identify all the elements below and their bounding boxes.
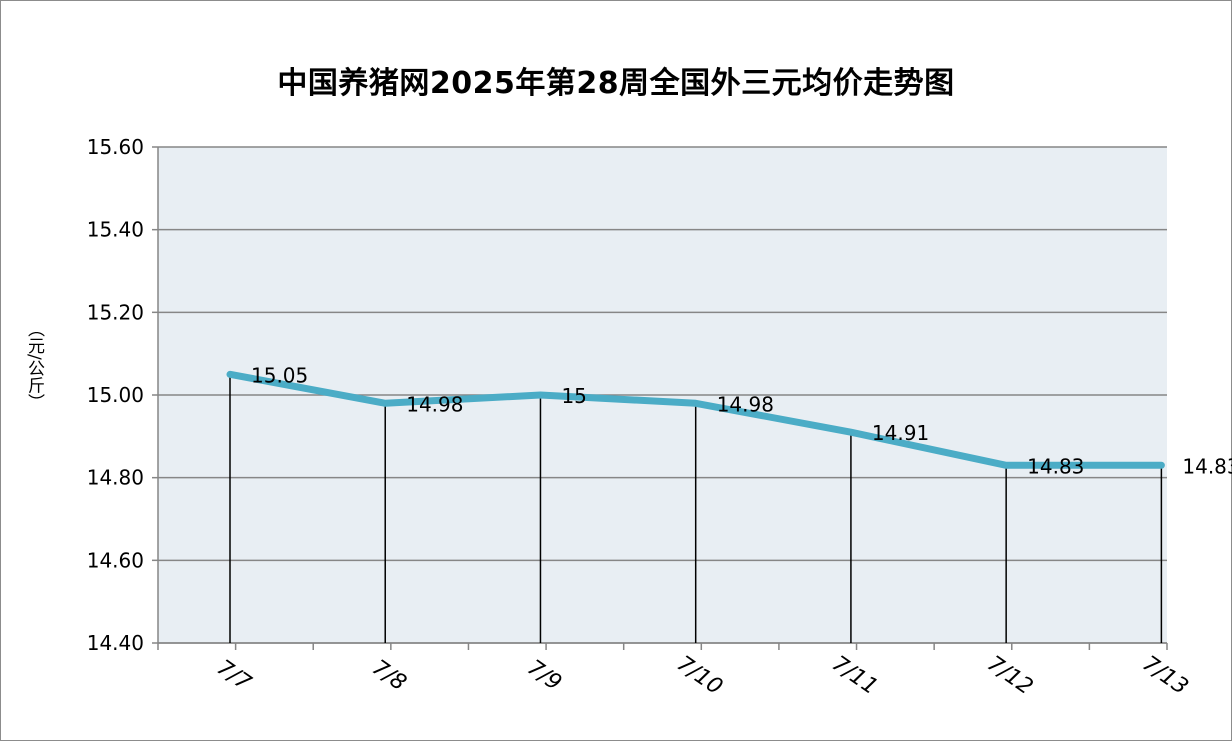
data-point — [693, 401, 698, 406]
x-category-label: 7/12 — [982, 651, 1037, 700]
data-point — [538, 393, 543, 397]
y-tick-label: 15.00 — [87, 383, 144, 407]
price-series — [226, 370, 1165, 469]
data-point — [1004, 463, 1009, 468]
x-category-label: 7/11 — [827, 651, 882, 700]
chart-title: 中国养猪网2025年第28周全国外三元均价走势图 — [277, 66, 955, 101]
data-label: 14.98 — [717, 392, 774, 416]
data-point — [228, 372, 232, 377]
x-category-label: 7/7 — [212, 655, 255, 696]
drop-lines — [229, 374, 1163, 643]
y-tick-label: 15.20 — [87, 300, 144, 324]
data-label: 15 — [561, 384, 586, 408]
x-category-label: 7/9 — [523, 655, 566, 696]
y-axis-ticks: 14.40 14.60 14.80 15.00 15.20 15.40 15.60 — [87, 135, 144, 655]
x-axis — [157, 147, 1168, 650]
x-category-label: 7/8 — [367, 655, 410, 696]
data-point — [383, 401, 388, 406]
y-axis-label: （元/公斤） — [24, 320, 44, 411]
x-category-label: 7/13 — [1138, 651, 1193, 700]
data-label: 14.83 — [1182, 454, 1232, 478]
data-label: 15.05 — [251, 363, 308, 387]
data-label: 14.91 — [872, 421, 929, 445]
data-label: 14.98 — [406, 392, 463, 416]
y-tick-label: 14.40 — [87, 631, 144, 655]
data-label: 14.83 — [1027, 454, 1084, 478]
y-tick-label: 15.40 — [87, 218, 144, 242]
data-labels: 15.05 14.98 15 14.98 14.91 14.83 14.83 — [251, 363, 1232, 478]
y-tick-label: 14.80 — [87, 466, 144, 490]
y-tick-label: 15.60 — [87, 135, 144, 159]
y-tick-label: 14.60 — [87, 548, 144, 572]
x-category-label: 7/10 — [672, 651, 727, 700]
x-axis-categories: 7/7 7/8 7/9 7/10 7/11 7/12 7/13 — [212, 651, 1192, 700]
data-point — [1159, 463, 1164, 468]
data-point — [848, 430, 853, 435]
